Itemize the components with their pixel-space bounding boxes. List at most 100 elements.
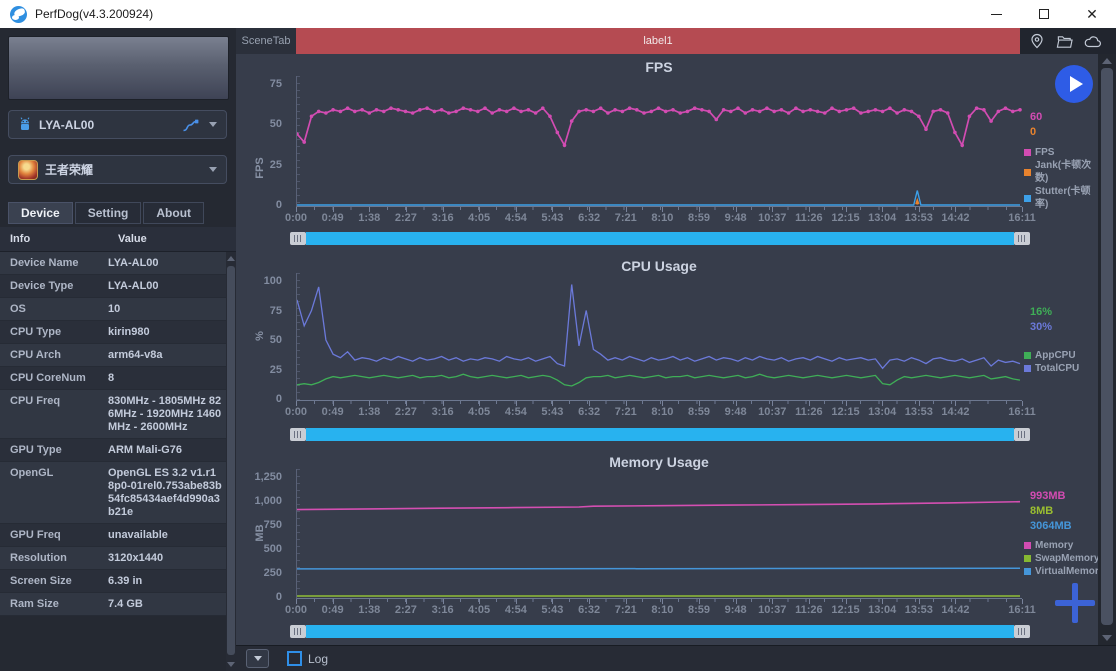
axis-tick-mark	[589, 207, 591, 212]
scroll-up-icon[interactable]	[227, 256, 235, 261]
scroll-left-handle[interactable]	[290, 428, 306, 441]
scroll-right-handle[interactable]	[1014, 625, 1030, 638]
play-button[interactable]	[1055, 65, 1093, 103]
x-tick-label: 12:15	[831, 604, 860, 616]
legend-item[interactable]: Jank(卡顿次数)	[1024, 159, 1098, 185]
legend-item[interactable]: Stutter(卡顿率)	[1024, 185, 1098, 211]
table-row[interactable]: CPU CoreNum 8	[0, 367, 236, 390]
axis-tick-mark	[405, 207, 407, 212]
axis-tick-mark	[552, 401, 554, 406]
charts-vertical-scrollbar[interactable]	[1098, 54, 1116, 645]
value-cell: 7.4 GB	[108, 598, 143, 610]
log-checkbox[interactable]	[287, 651, 302, 666]
table-row[interactable]: OS 10	[0, 298, 236, 321]
device-info-table: Info Value Device Name LYA-AL00 Device Typ…	[0, 227, 236, 671]
y-tick-label: 50	[269, 118, 282, 131]
y-tick-label: 250	[263, 567, 282, 579]
axis-tick-mark	[1022, 599, 1023, 604]
scroll-up-icon[interactable]	[1102, 58, 1112, 64]
close-button[interactable]: ✕	[1068, 0, 1116, 28]
cloud-icon[interactable]	[1084, 35, 1102, 48]
axis-tick-mark	[332, 207, 334, 212]
tab-about[interactable]: About	[143, 202, 205, 224]
add-chart-button[interactable]	[1055, 583, 1095, 623]
maximize-button[interactable]	[1020, 0, 1068, 28]
info-cell: GPU Type	[10, 444, 62, 456]
y-tick-label: 25	[269, 363, 282, 376]
android-icon	[20, 117, 30, 130]
scrollbar-thumb[interactable]	[1101, 68, 1113, 625]
table-header: Info Value	[0, 227, 236, 252]
table-row[interactable]: Device Type LYA-AL00	[0, 275, 236, 298]
legend-item[interactable]: FPS	[1024, 146, 1098, 159]
scroll-right-handle[interactable]	[1014, 428, 1030, 441]
minimize-icon	[990, 13, 1002, 15]
y-tick-label: 1,250	[254, 471, 282, 483]
table-row[interactable]: Device Name LYA-AL00	[0, 252, 236, 275]
fps-time-scrollbar[interactable]	[290, 232, 1030, 245]
fps-x-ticks: 0:00 0:49 1:38 2:27 3:16 4:05 4:54 5:43 6:32 7:21…	[285, 212, 1036, 226]
legend-item[interactable]: TotalCPU	[1024, 362, 1079, 375]
folder-icon[interactable]	[1056, 34, 1073, 49]
scene-label-bar[interactable]: label1	[296, 28, 1020, 54]
legend-item[interactable]: AppCPU	[1024, 349, 1079, 362]
x-tick-label: 16:11	[1008, 604, 1036, 616]
scene-tab[interactable]: SceneTab	[236, 28, 296, 54]
tab-setting[interactable]: Setting	[74, 202, 142, 224]
table-row[interactable]: CPU Arch arm64-v8a	[0, 344, 236, 367]
table-row[interactable]: CPU Freq 830MHz - 1805MHz 826MHz - 1920MH…	[0, 390, 236, 439]
axis-tick-mark	[735, 599, 737, 604]
cpu-time-scrollbar[interactable]	[290, 428, 1030, 441]
x-tick-label: 12:15	[831, 212, 860, 224]
scroll-right-handle[interactable]	[1014, 232, 1030, 245]
table-row[interactable]: GPU Freq unavailable	[0, 524, 236, 547]
minimize-button[interactable]	[972, 0, 1020, 28]
x-tick-label: 11:26	[795, 406, 823, 418]
scrollbar-track[interactable]	[306, 232, 1014, 245]
table-row[interactable]: OpenGL OpenGL ES 3.2 v1.r18p0-01rel0.753a…	[0, 462, 236, 524]
legend-item[interactable]: VirtualMemory	[1024, 565, 1098, 578]
x-tick-label: 8:59	[687, 604, 711, 616]
scrollbar-track[interactable]	[306, 625, 1014, 638]
device-select-dropdown[interactable]: LYA-AL00	[8, 110, 227, 139]
table-row[interactable]: Screen Size 6.39 in	[0, 570, 236, 593]
x-tick-label: 4:54	[504, 406, 527, 418]
cpu-current-values: 16% 30%	[1030, 305, 1052, 335]
value-cell: 8	[108, 372, 115, 384]
scroll-down-icon[interactable]	[227, 662, 235, 667]
x-tick-label: 6:32	[578, 604, 601, 616]
x-tick-label: 8:59	[687, 406, 711, 418]
legend-label: AppCPU	[1035, 350, 1076, 361]
axis-tick-mark	[589, 599, 591, 604]
table-row[interactable]: CPU Type kirin980	[0, 321, 236, 344]
legend-item[interactable]: SwapMemory	[1024, 552, 1098, 565]
legend-label: Stutter(卡顿率)	[1035, 186, 1091, 210]
x-tick-label: 10:37	[758, 406, 787, 418]
x-tick-label: 2:27	[394, 604, 417, 616]
scrollbar-thumb[interactable]	[227, 266, 235, 655]
x-tick-label: 10:37	[758, 212, 787, 224]
axis-tick-mark	[845, 401, 847, 406]
table-row[interactable]: GPU Type ARM Mali-G76	[0, 439, 236, 462]
tab-device[interactable]: Device	[8, 202, 73, 224]
device-name-value: LYA-AL00	[39, 117, 95, 132]
scroll-left-handle[interactable]	[290, 232, 306, 245]
table-row[interactable]: Ram Size 7.4 GB	[0, 593, 236, 616]
app-select-dropdown[interactable]: 王者荣耀	[8, 155, 227, 184]
info-table-body: Device Name LYA-AL00 Device Type LYA-AL00 OS…	[0, 252, 236, 616]
value-cell: 6.39 in	[108, 575, 143, 587]
sidebar: LYA-AL00 王者荣耀 Device Setting About Info …	[0, 28, 236, 671]
legend-label: SwapMemory	[1035, 553, 1098, 564]
expand-dropdown-button[interactable]	[246, 649, 269, 668]
legend-item[interactable]: Memory	[1024, 539, 1098, 552]
value-cell: 10	[108, 303, 121, 315]
scrollbar-track[interactable]	[306, 428, 1014, 441]
memory-time-scrollbar[interactable]	[290, 625, 1030, 638]
header-info: Info	[10, 233, 31, 245]
axis-tick-mark	[662, 599, 664, 604]
location-pin-icon[interactable]	[1029, 33, 1045, 49]
table-row[interactable]: Resolution 3120x1440	[0, 547, 236, 570]
scroll-left-handle[interactable]	[290, 625, 306, 638]
sidebar-table-scrollbar[interactable]	[226, 252, 236, 671]
scroll-down-icon[interactable]	[1102, 635, 1112, 641]
